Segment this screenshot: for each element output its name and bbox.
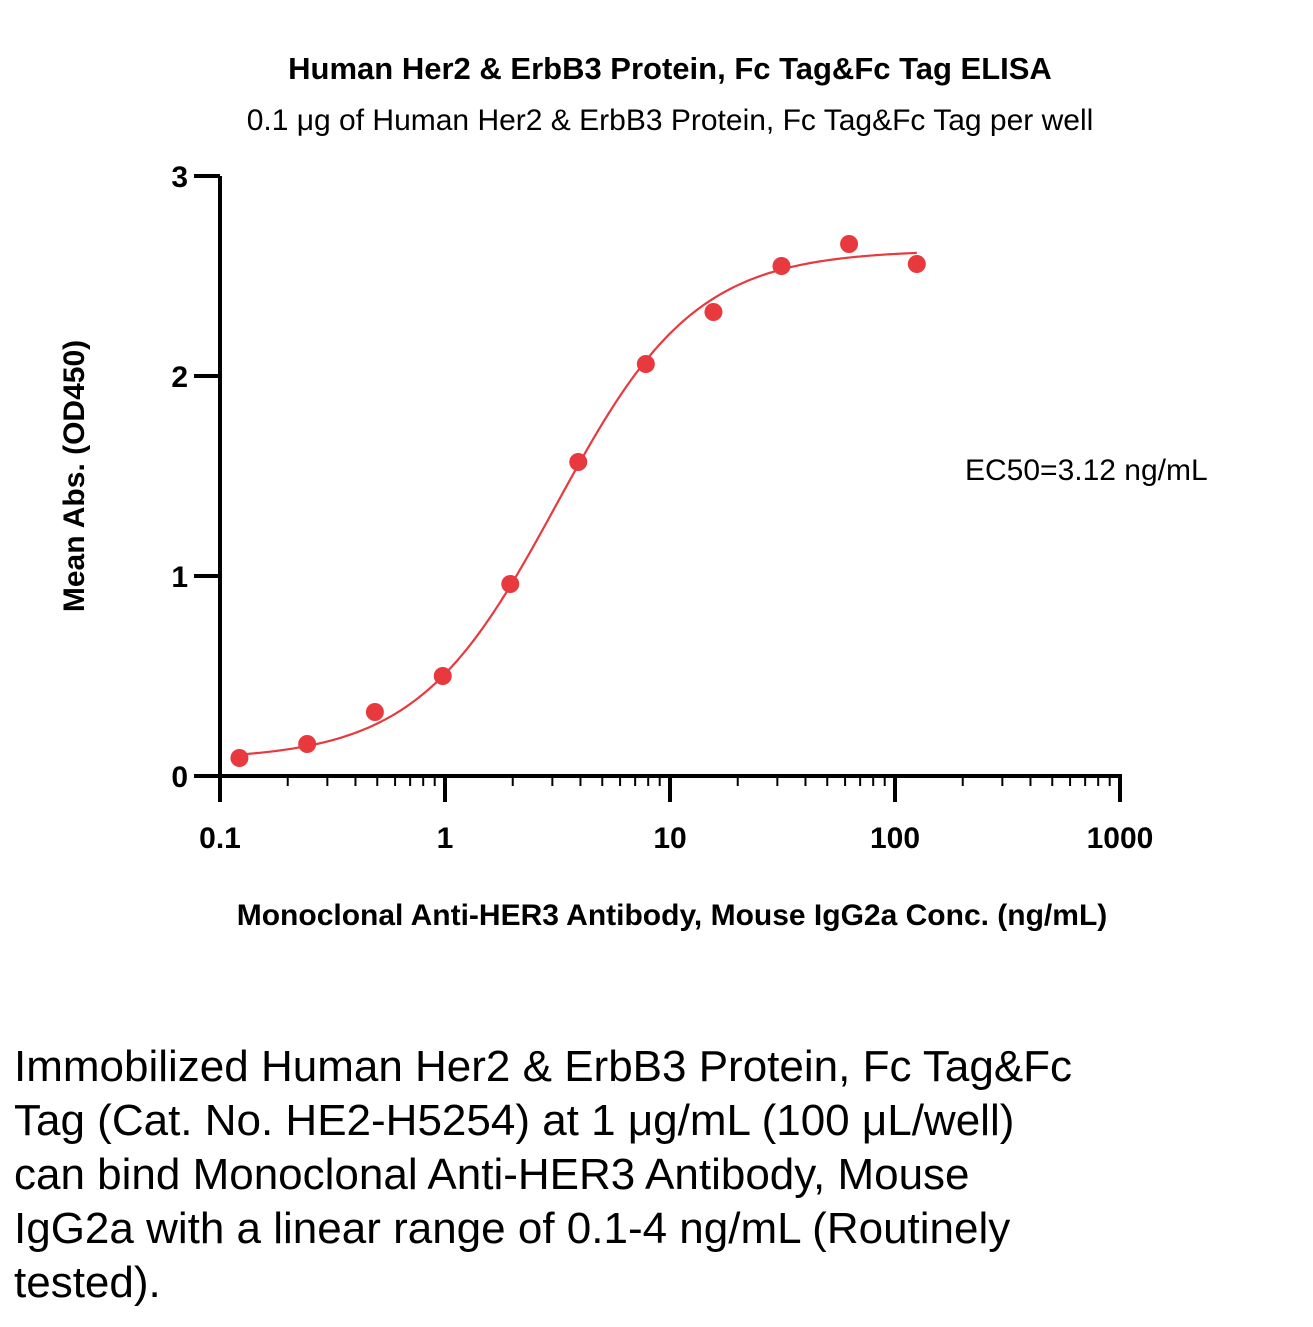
x-tick-label: 10: [653, 822, 686, 855]
x-tick-label: 1000: [1087, 822, 1154, 855]
y-tick-label: 2: [171, 361, 188, 394]
data-point: [298, 735, 317, 753]
x-ticks: 0.1 1 10 100 1000: [199, 776, 1153, 855]
x-tick-label: 100: [870, 822, 920, 855]
data-point: [704, 303, 723, 321]
data-point: [907, 255, 926, 273]
x-axis-label: Monoclonal Anti-HER3 Antibody, Mouse IgG…: [237, 899, 1108, 932]
data-point: [772, 257, 791, 275]
y-axis-label: Mean Abs. (OD450): [58, 340, 91, 612]
data-point: [636, 355, 655, 373]
x-tick-label: 1: [437, 822, 454, 855]
caption-text: Immobilized Human Her2 & ErbB3 Protein, …: [14, 1042, 1073, 1307]
y-tick-label: 3: [171, 161, 188, 194]
data-point: [501, 575, 520, 593]
ec50-annotation: EC50=3.12 ng/mL: [965, 454, 1208, 487]
x-tick-label: 0.1: [199, 822, 241, 855]
data-point: [230, 749, 249, 767]
elisa-chart: Human Her2 & ErbB3 Protein, Fc Tag&Fc Ta…: [58, 51, 1208, 932]
chart-title: Human Her2 & ErbB3 Protein, Fc Tag&Fc Ta…: [288, 51, 1052, 86]
data-point: [569, 453, 588, 471]
data-point: [365, 703, 384, 721]
y-tick-label: 0: [171, 761, 188, 794]
chart-subtitle: 0.1 μg of Human Her2 & ErbB3 Protein, Fc…: [247, 104, 1094, 137]
y-axis: 0 1 2 3: [171, 161, 222, 794]
data-points: [230, 235, 926, 767]
x-axis: 0.1 1 10 100 1000: [199, 774, 1153, 855]
y-ticks: 0 1 2 3: [171, 161, 220, 794]
data-point: [433, 667, 452, 685]
data-point: [840, 235, 859, 253]
fit-curve: [239, 251, 917, 756]
y-tick-label: 1: [171, 561, 188, 594]
